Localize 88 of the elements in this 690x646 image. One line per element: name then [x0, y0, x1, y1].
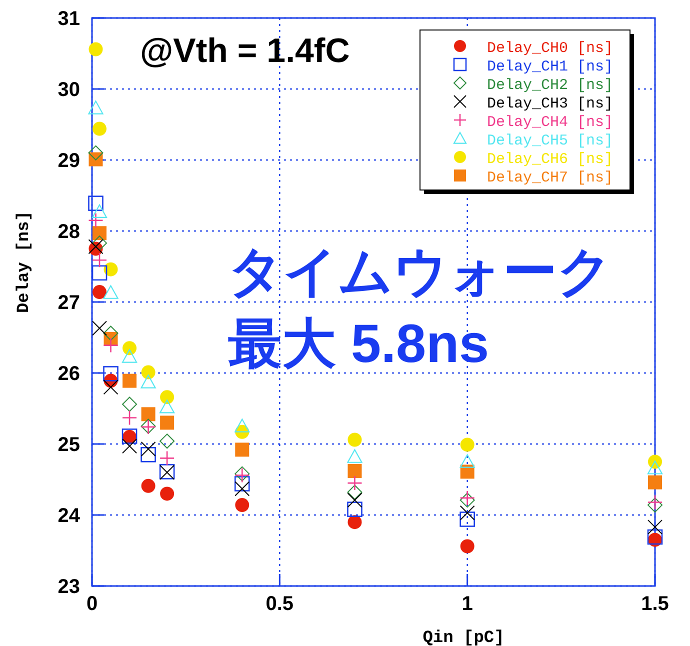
y-tick-label: 26 — [58, 363, 80, 385]
point — [122, 396, 138, 412]
point — [160, 416, 174, 430]
y-tick-label: 27 — [58, 292, 80, 314]
point — [92, 122, 107, 136]
point — [88, 42, 103, 56]
point — [140, 447, 156, 462]
point — [235, 498, 250, 512]
point — [104, 262, 118, 276]
annotation: 最大 5.8ns — [228, 314, 490, 374]
point — [460, 454, 475, 468]
legend-label: Delay_CH0 [ns] — [487, 40, 614, 57]
point — [103, 338, 118, 353]
point — [122, 341, 137, 356]
legend-label: Delay_CH1 [ns] — [487, 58, 614, 76]
point — [460, 505, 475, 520]
point — [103, 366, 118, 382]
point — [92, 226, 107, 240]
point — [648, 532, 662, 547]
point — [348, 515, 362, 530]
point — [347, 502, 362, 517]
y-tick-label: 24 — [58, 505, 81, 527]
point — [160, 486, 174, 501]
point — [347, 492, 362, 508]
point — [234, 418, 250, 432]
legend-label: Delay_CH2 [ns] — [487, 77, 614, 94]
point — [460, 512, 475, 527]
point — [347, 484, 362, 500]
legend-label: Delay_CH3 [ns] — [487, 96, 614, 112]
legend-label: Delay_CH7 [ns] — [487, 170, 614, 186]
point — [122, 374, 137, 388]
point — [234, 476, 250, 492]
point — [141, 478, 156, 493]
point — [141, 407, 156, 422]
legend-label: Delay_CH6 [ns] — [487, 151, 614, 168]
point — [88, 212, 104, 228]
x-tick-label: 0 — [86, 593, 98, 615]
annotation: タイムウォーク — [228, 242, 612, 302]
point — [92, 285, 107, 300]
point — [348, 464, 362, 478]
point — [141, 365, 156, 380]
point — [88, 100, 104, 114]
point — [140, 374, 156, 388]
y-tick-label: 25 — [58, 434, 80, 456]
point — [159, 450, 175, 466]
y-tick-label: 30 — [58, 79, 80, 101]
point — [88, 196, 104, 211]
y-axis-title: Delay [ns] — [15, 210, 34, 314]
legend-label: Delay_CH4 [ns] — [487, 114, 614, 131]
legend-label: Delay_CH5 [ns] — [487, 132, 614, 150]
point — [460, 438, 474, 452]
point — [647, 529, 663, 545]
point — [234, 481, 250, 496]
point — [347, 449, 362, 463]
point — [92, 320, 108, 336]
point — [348, 432, 362, 447]
point — [92, 236, 108, 251]
x-tick-label: 1.5 — [641, 593, 669, 615]
point — [103, 285, 118, 299]
point — [460, 539, 474, 554]
point — [647, 460, 663, 474]
y-tick-label: 29 — [58, 150, 80, 172]
x-tick-label: 1 — [462, 593, 473, 615]
x-axis-title: Qin [pC] — [422, 629, 504, 646]
point — [235, 442, 250, 457]
point — [160, 434, 175, 449]
annotation: @Vth = 1.4fC — [140, 32, 350, 70]
point — [160, 390, 174, 404]
point — [103, 326, 118, 341]
point — [647, 494, 663, 510]
point — [648, 475, 662, 490]
point — [140, 441, 156, 456]
y-tick-label: 31 — [58, 8, 80, 30]
x-tick-label: 0.5 — [266, 593, 294, 615]
point — [103, 380, 118, 395]
point — [122, 349, 138, 363]
point — [92, 265, 108, 281]
point — [160, 400, 175, 414]
point — [88, 145, 104, 160]
point — [92, 204, 108, 218]
point — [122, 438, 138, 454]
point — [347, 475, 362, 491]
y-tick-label: 28 — [58, 221, 80, 243]
y-tick-label: 23 — [58, 576, 80, 598]
point — [648, 520, 662, 535]
point — [648, 498, 662, 513]
point — [92, 252, 108, 268]
point — [122, 410, 138, 426]
